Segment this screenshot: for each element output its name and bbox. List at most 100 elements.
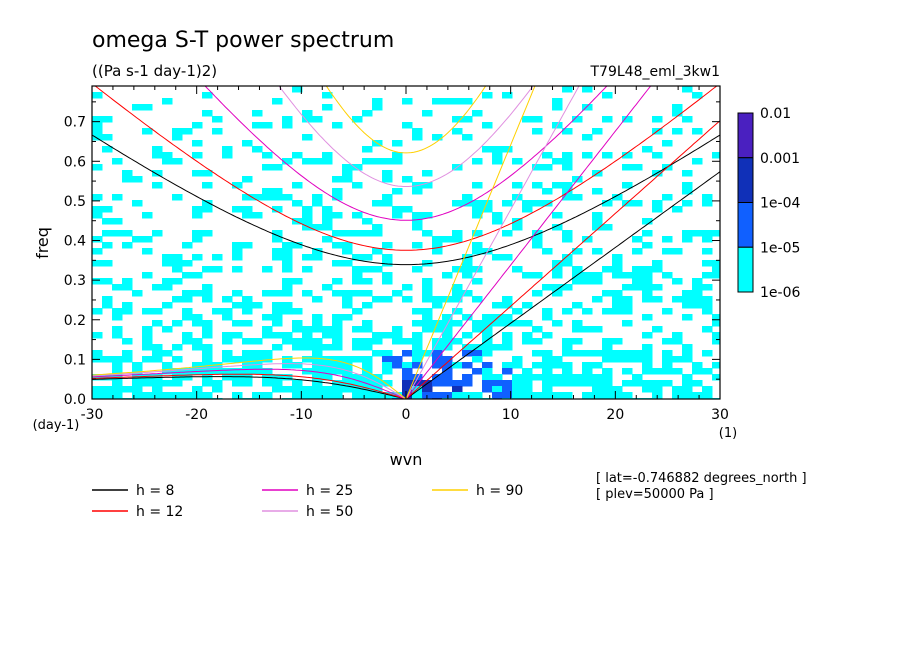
spectrum-cell bbox=[282, 386, 293, 393]
spectrum-cell bbox=[492, 374, 503, 381]
colorbar-swatch bbox=[737, 202, 754, 248]
spectrum-cell bbox=[262, 164, 273, 171]
spectrum-cell bbox=[212, 386, 223, 393]
colorbar: 0.01 0.001 1e-04 1e-05 1e-06 bbox=[737, 106, 800, 301]
spectrum-cell bbox=[332, 326, 343, 333]
spectrum-cell bbox=[282, 260, 293, 267]
spectrum-cell bbox=[142, 248, 153, 255]
spectrum-cell bbox=[622, 296, 633, 303]
spectrum-cell bbox=[342, 386, 353, 393]
spectrum-cell bbox=[312, 254, 323, 261]
spectrum-cell bbox=[592, 362, 603, 369]
spectrum-cell bbox=[122, 386, 133, 393]
spectrum-cell bbox=[382, 380, 393, 387]
spectrum-cell bbox=[652, 260, 663, 267]
spectrum-cell bbox=[142, 392, 153, 399]
spectrum-cell bbox=[672, 338, 683, 345]
spectrum-cell bbox=[222, 314, 233, 321]
x-tick-label: -10 bbox=[290, 407, 313, 423]
spectrum-cell bbox=[552, 284, 563, 291]
spectrum-cell bbox=[242, 368, 253, 375]
spectrum-cell bbox=[602, 344, 613, 351]
spectrum-cell bbox=[282, 122, 293, 129]
spectrum-cell bbox=[532, 362, 543, 369]
spectrum-cell bbox=[332, 368, 343, 375]
spectrum-cell bbox=[312, 326, 323, 333]
spectrum-cell bbox=[462, 194, 473, 201]
spectrum-cell bbox=[392, 362, 403, 369]
spectrum-cell bbox=[242, 350, 253, 357]
spectrum-cell bbox=[272, 380, 283, 387]
spectrum-cell bbox=[172, 380, 183, 387]
colorbar-swatch bbox=[737, 246, 754, 293]
spectrum-cell bbox=[692, 158, 703, 165]
spectrum-cell bbox=[682, 356, 693, 363]
spectrum-cell bbox=[252, 194, 263, 201]
spectrum-cell bbox=[312, 314, 323, 321]
spectrum-cell bbox=[482, 338, 493, 345]
spectrum-cell bbox=[662, 350, 673, 357]
spectrum-cell bbox=[422, 110, 433, 117]
spectrum-cell bbox=[432, 302, 443, 309]
spectrum-cell bbox=[102, 278, 113, 285]
spectrum-cell bbox=[262, 392, 273, 399]
spectrum-cell bbox=[462, 380, 473, 387]
spectrum-cell bbox=[332, 278, 343, 285]
spectrum-cell bbox=[632, 200, 643, 207]
spectrum-cell bbox=[312, 386, 323, 393]
spectrum-cell bbox=[522, 374, 533, 381]
spectrum-cell bbox=[182, 296, 193, 303]
spectrum-cell bbox=[342, 230, 353, 237]
chart-subtitle: ((Pa s-1 day-1)2) bbox=[92, 62, 217, 80]
spectrum-cell bbox=[392, 290, 403, 297]
spectrum-cell bbox=[702, 194, 713, 201]
spectrum-cell bbox=[142, 236, 153, 243]
spectrum-cell bbox=[322, 152, 333, 159]
spectrum-cell bbox=[492, 344, 503, 351]
spectrum-cell bbox=[242, 140, 253, 147]
spectrum-cell bbox=[502, 296, 513, 303]
spectrum-cell bbox=[122, 170, 133, 177]
spectrum-cell bbox=[182, 260, 193, 267]
spectrum-cell bbox=[542, 374, 553, 381]
spectrum-cell bbox=[162, 98, 173, 105]
spectrum-cell bbox=[662, 362, 673, 369]
spectrum-cell bbox=[362, 266, 373, 273]
spectrum-cell bbox=[412, 356, 423, 363]
spectrum-cell bbox=[302, 386, 313, 393]
spectrum-cell bbox=[382, 278, 393, 285]
spectrum-cell bbox=[642, 290, 653, 297]
colorbar-level-label: 1e-05 bbox=[760, 240, 800, 256]
spectrum-cell bbox=[402, 122, 413, 129]
spectrum-cell bbox=[282, 290, 293, 297]
axes: -30 -20 -10 0 10 20 30 0.0 0.1 0.2 0.3 0.4 0.5 0.6 0.7 bbox=[64, 86, 729, 423]
spectrum-cell bbox=[222, 332, 233, 339]
spectrum-cell bbox=[152, 284, 163, 291]
spectrum-cell bbox=[682, 392, 693, 399]
spectrum-cell bbox=[692, 368, 703, 375]
spectrum-cell bbox=[552, 272, 563, 279]
spectrum-cell bbox=[332, 290, 343, 297]
spectrum-cell bbox=[412, 224, 423, 231]
spectrum-cell bbox=[502, 92, 513, 99]
spectrum-cell bbox=[322, 218, 333, 225]
spectrum-cell bbox=[482, 386, 493, 393]
spectrum-cell bbox=[462, 98, 473, 105]
spectrum-cell bbox=[562, 284, 573, 291]
spectrum-cell bbox=[272, 98, 283, 105]
rossby-curve-h90 bbox=[92, 357, 407, 399]
spectrum-cell bbox=[502, 302, 513, 309]
spectrum-cell bbox=[92, 164, 103, 171]
spectrum-cell bbox=[322, 362, 333, 369]
spectrum-cell bbox=[452, 230, 463, 237]
spectrum-cell bbox=[332, 122, 343, 129]
spectrum-cell bbox=[162, 284, 173, 291]
spectrum-cell bbox=[612, 290, 623, 297]
spectrum-cell bbox=[682, 236, 693, 243]
spectrum-cell bbox=[682, 170, 693, 177]
spectrum-cell bbox=[322, 158, 333, 165]
spectrum-cell bbox=[472, 278, 483, 285]
spectrum-cell bbox=[182, 392, 193, 399]
spectrum-cell bbox=[642, 266, 653, 273]
spectrum-cell bbox=[102, 374, 113, 381]
